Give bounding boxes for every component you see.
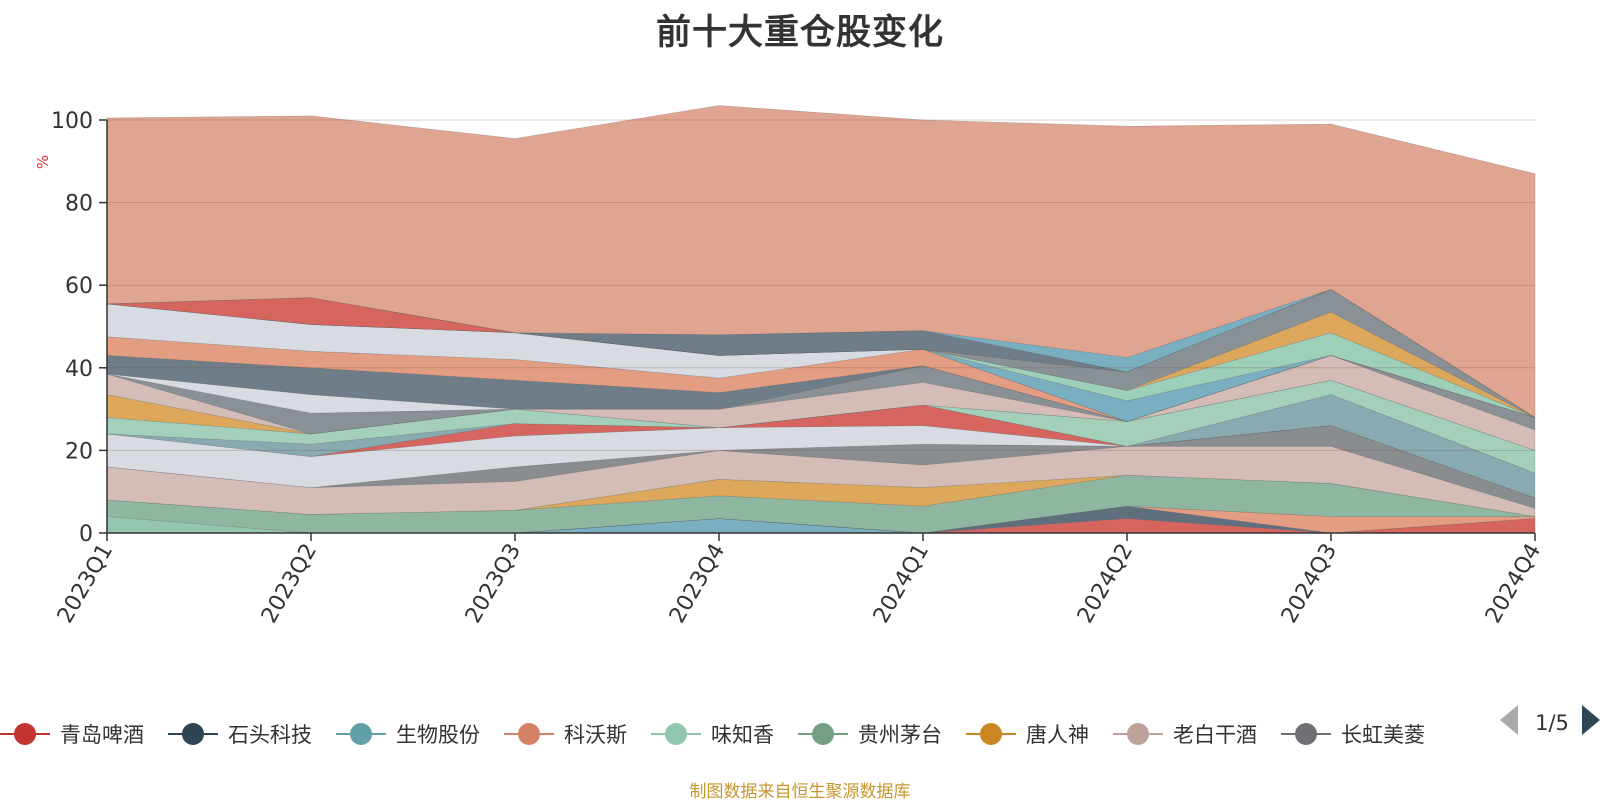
legend-label-3: 科沃斯	[564, 723, 627, 747]
legend-marker-7	[1127, 723, 1149, 745]
x-tick-label-2: 2023Q3	[461, 540, 526, 628]
legend-item-0[interactable]: 青岛啤酒	[0, 723, 144, 747]
legend-marker-1	[182, 723, 204, 745]
legend-marker-5	[812, 723, 834, 745]
legend-label-8: 长虹美菱	[1341, 723, 1425, 747]
legend-label-5: 贵州茅台	[858, 723, 942, 747]
plot-layer	[106, 105, 1536, 534]
y-tick-label-5: 100	[51, 109, 93, 134]
legend-marker-4	[665, 723, 687, 745]
legend-label-2: 生物股份	[396, 723, 480, 747]
x-tick-label-1: 2023Q2	[257, 540, 322, 628]
legend-item-4[interactable]: 味知香	[651, 723, 774, 747]
x-tick-label-0: 2023Q1	[53, 540, 118, 628]
x-tick-label-6: 2024Q3	[1277, 540, 1342, 628]
legend-label-6: 唐人神	[1026, 723, 1089, 747]
legend-item-7[interactable]: 老白干酒	[1113, 723, 1257, 747]
legend-item-3[interactable]: 科沃斯	[504, 723, 627, 747]
legend: 青岛啤酒 石头科技 生物股份 科沃斯 味知香 贵州茅台 唐人神 老白干酒 长虹美菱	[0, 723, 1425, 747]
legend-next-icon[interactable]	[1582, 705, 1600, 735]
legend-item-5[interactable]: 贵州茅台	[798, 723, 942, 747]
legend-marker-6	[980, 723, 1002, 745]
legend-label-0: 青岛啤酒	[60, 723, 144, 747]
legend-marker-3	[518, 723, 540, 745]
area-series-7	[106, 446, 1536, 517]
y-tick-label-4: 80	[65, 192, 93, 217]
x-tick-label-7: 2024Q4	[1481, 540, 1546, 628]
y-tick-label-2: 40	[65, 357, 93, 382]
legend-marker-2	[350, 723, 372, 745]
legend-label-1: 石头科技	[228, 723, 312, 747]
x-tick-label-3: 2023Q4	[665, 540, 730, 628]
legend-prev-icon[interactable]	[1500, 705, 1518, 735]
legend-page-indicator: 1/5	[1535, 711, 1569, 735]
legend-item-2[interactable]: 生物股份	[336, 723, 480, 747]
legend-item-6[interactable]: 唐人神	[966, 723, 1089, 747]
legend-label-7: 老白干酒	[1173, 723, 1257, 747]
y-axis-label: %	[34, 155, 52, 169]
legend-marker-8	[1295, 723, 1317, 745]
legend-item-1[interactable]: 石头科技	[168, 723, 312, 747]
y-tick-label-1: 20	[65, 439, 93, 464]
x-tick-label-5: 2024Q2	[1073, 540, 1138, 628]
legend-item-8[interactable]: 长虹美菱	[1281, 723, 1425, 747]
x-tick-label-4: 2024Q1	[869, 540, 934, 628]
legend-marker-0	[14, 723, 36, 745]
y-tick-label-3: 60	[65, 274, 93, 299]
area-series-27	[106, 105, 1536, 418]
chart-title: 前十大重仓股变化	[655, 13, 944, 53]
legend-pager: 1/5	[1500, 705, 1600, 735]
legend-label-4: 味知香	[711, 723, 774, 747]
source-note: 制图数据来自恒生聚源数据库	[689, 782, 911, 802]
y-tick-label-0: 0	[79, 522, 93, 547]
